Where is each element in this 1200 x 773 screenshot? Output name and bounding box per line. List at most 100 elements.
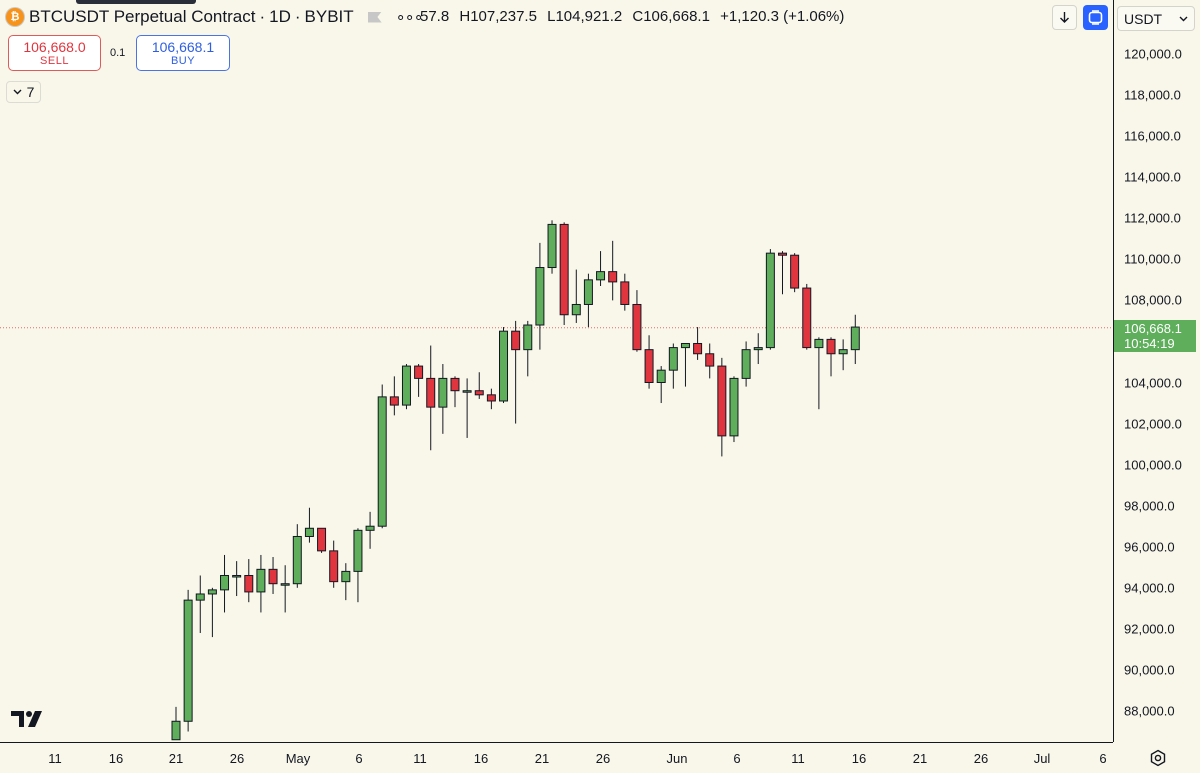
candle[interactable] (850, 314, 860, 365)
candle[interactable] (389, 376, 399, 416)
candle-body (778, 252, 787, 256)
time-tick: Jun (666, 751, 688, 766)
time-tick: May (285, 751, 311, 766)
candle[interactable] (826, 337, 836, 377)
currency-select[interactable]: USDT (1117, 6, 1195, 31)
price-tick: 114,000.0 (1124, 169, 1181, 185)
candle-body (220, 574, 230, 591)
fullscreen-button[interactable] (1083, 5, 1108, 30)
candle-body (304, 527, 314, 537)
time-tick: 26 (973, 751, 989, 766)
chart-area[interactable] (0, 0, 1113, 742)
candle[interactable] (426, 345, 436, 451)
price-axis[interactable] (1113, 0, 1200, 742)
candle[interactable] (353, 528, 363, 603)
candle[interactable] (317, 527, 327, 553)
candle[interactable] (705, 343, 715, 379)
ohlc-open: 57.8 (420, 8, 450, 25)
candle[interactable] (523, 320, 533, 377)
candle[interactable] (280, 565, 290, 613)
candle[interactable] (680, 342, 690, 387)
candlestick-chart[interactable] (0, 0, 1113, 742)
candle[interactable] (220, 554, 230, 613)
candle[interactable] (814, 337, 824, 410)
candle[interactable] (753, 333, 763, 365)
candle-body (207, 589, 217, 595)
candle[interactable] (741, 341, 751, 387)
candle[interactable] (511, 320, 521, 424)
candle[interactable] (802, 283, 812, 350)
candle[interactable] (304, 507, 314, 543)
candle[interactable] (778, 251, 787, 295)
price-tick: 100,000.0 (1124, 457, 1182, 473)
candle[interactable] (535, 242, 545, 350)
buy-button[interactable]: 106,668.1 BUY (136, 35, 230, 71)
candle-body (256, 568, 266, 593)
candle[interactable] (365, 511, 375, 549)
candle[interactable] (620, 273, 630, 311)
candle[interactable] (838, 339, 848, 371)
candle[interactable] (292, 524, 302, 588)
symbol-title[interactable]: BTCUSDT Perpetual Contract (29, 7, 256, 26)
candle[interactable] (474, 372, 484, 399)
candle[interactable] (438, 364, 448, 434)
time-axis[interactable] (0, 742, 1113, 773)
candle[interactable] (571, 269, 581, 323)
time-tick: Jul (1033, 751, 1051, 766)
tradingview-logo[interactable] (11, 710, 47, 733)
more-options-icon[interactable]: ∘∘∘ (395, 9, 424, 26)
candle-body (401, 365, 411, 406)
time-tick: 26 (595, 751, 611, 766)
ohlc-low: L104,921.2 (547, 8, 623, 25)
candle[interactable] (765, 249, 775, 350)
candle[interactable] (244, 559, 254, 603)
candle-body (838, 349, 848, 355)
candle[interactable] (414, 364, 424, 397)
candle[interactable] (377, 384, 387, 529)
candle[interactable] (596, 251, 606, 287)
candle[interactable] (207, 587, 217, 638)
candle-body (353, 529, 363, 572)
candle-body (814, 338, 824, 349)
candle[interactable] (486, 388, 496, 410)
candle[interactable] (717, 357, 727, 457)
time-tick: 6 (355, 751, 363, 766)
candle[interactable] (559, 222, 569, 326)
candle[interactable] (790, 253, 800, 293)
candle[interactable] (632, 290, 642, 352)
candle[interactable] (656, 366, 666, 404)
candle-body (329, 550, 339, 583)
sell-button[interactable]: 106,668.0 SELL (8, 35, 101, 71)
candle[interactable] (693, 327, 703, 360)
candle[interactable] (729, 376, 739, 443)
candle[interactable] (608, 240, 618, 301)
candle[interactable] (268, 557, 278, 594)
candle[interactable] (583, 273, 593, 328)
symbol-header[interactable]: ₿ BTCUSDT Perpetual Contract · 1D · BYBI… (6, 4, 424, 30)
order-quantity[interactable]: 0.1 (110, 47, 126, 59)
candle[interactable] (232, 561, 242, 597)
candle-body (389, 396, 399, 406)
candle[interactable] (401, 364, 411, 410)
candle[interactable] (450, 376, 460, 408)
candle[interactable] (668, 343, 678, 389)
candle[interactable] (195, 575, 205, 633)
indicators-toggle[interactable]: 7 (6, 81, 41, 103)
candle-body (414, 365, 424, 379)
candle[interactable] (499, 327, 509, 404)
candle-body (195, 593, 205, 601)
candle[interactable] (183, 589, 193, 732)
price-tick: 94,000.0 (1124, 580, 1175, 596)
candle[interactable] (462, 378, 472, 438)
candle[interactable] (329, 540, 339, 588)
candle[interactable] (256, 554, 266, 613)
interval-label[interactable]: 1D (269, 7, 291, 26)
time-tick: 11 (413, 751, 427, 766)
scroll-to-latest-button[interactable] (1052, 5, 1077, 30)
candle[interactable] (341, 563, 351, 601)
candle[interactable] (547, 220, 557, 274)
candle[interactable] (644, 335, 654, 389)
candle-body (547, 223, 557, 269)
chart-settings-button[interactable] (1148, 748, 1168, 768)
candle[interactable] (171, 706, 181, 741)
